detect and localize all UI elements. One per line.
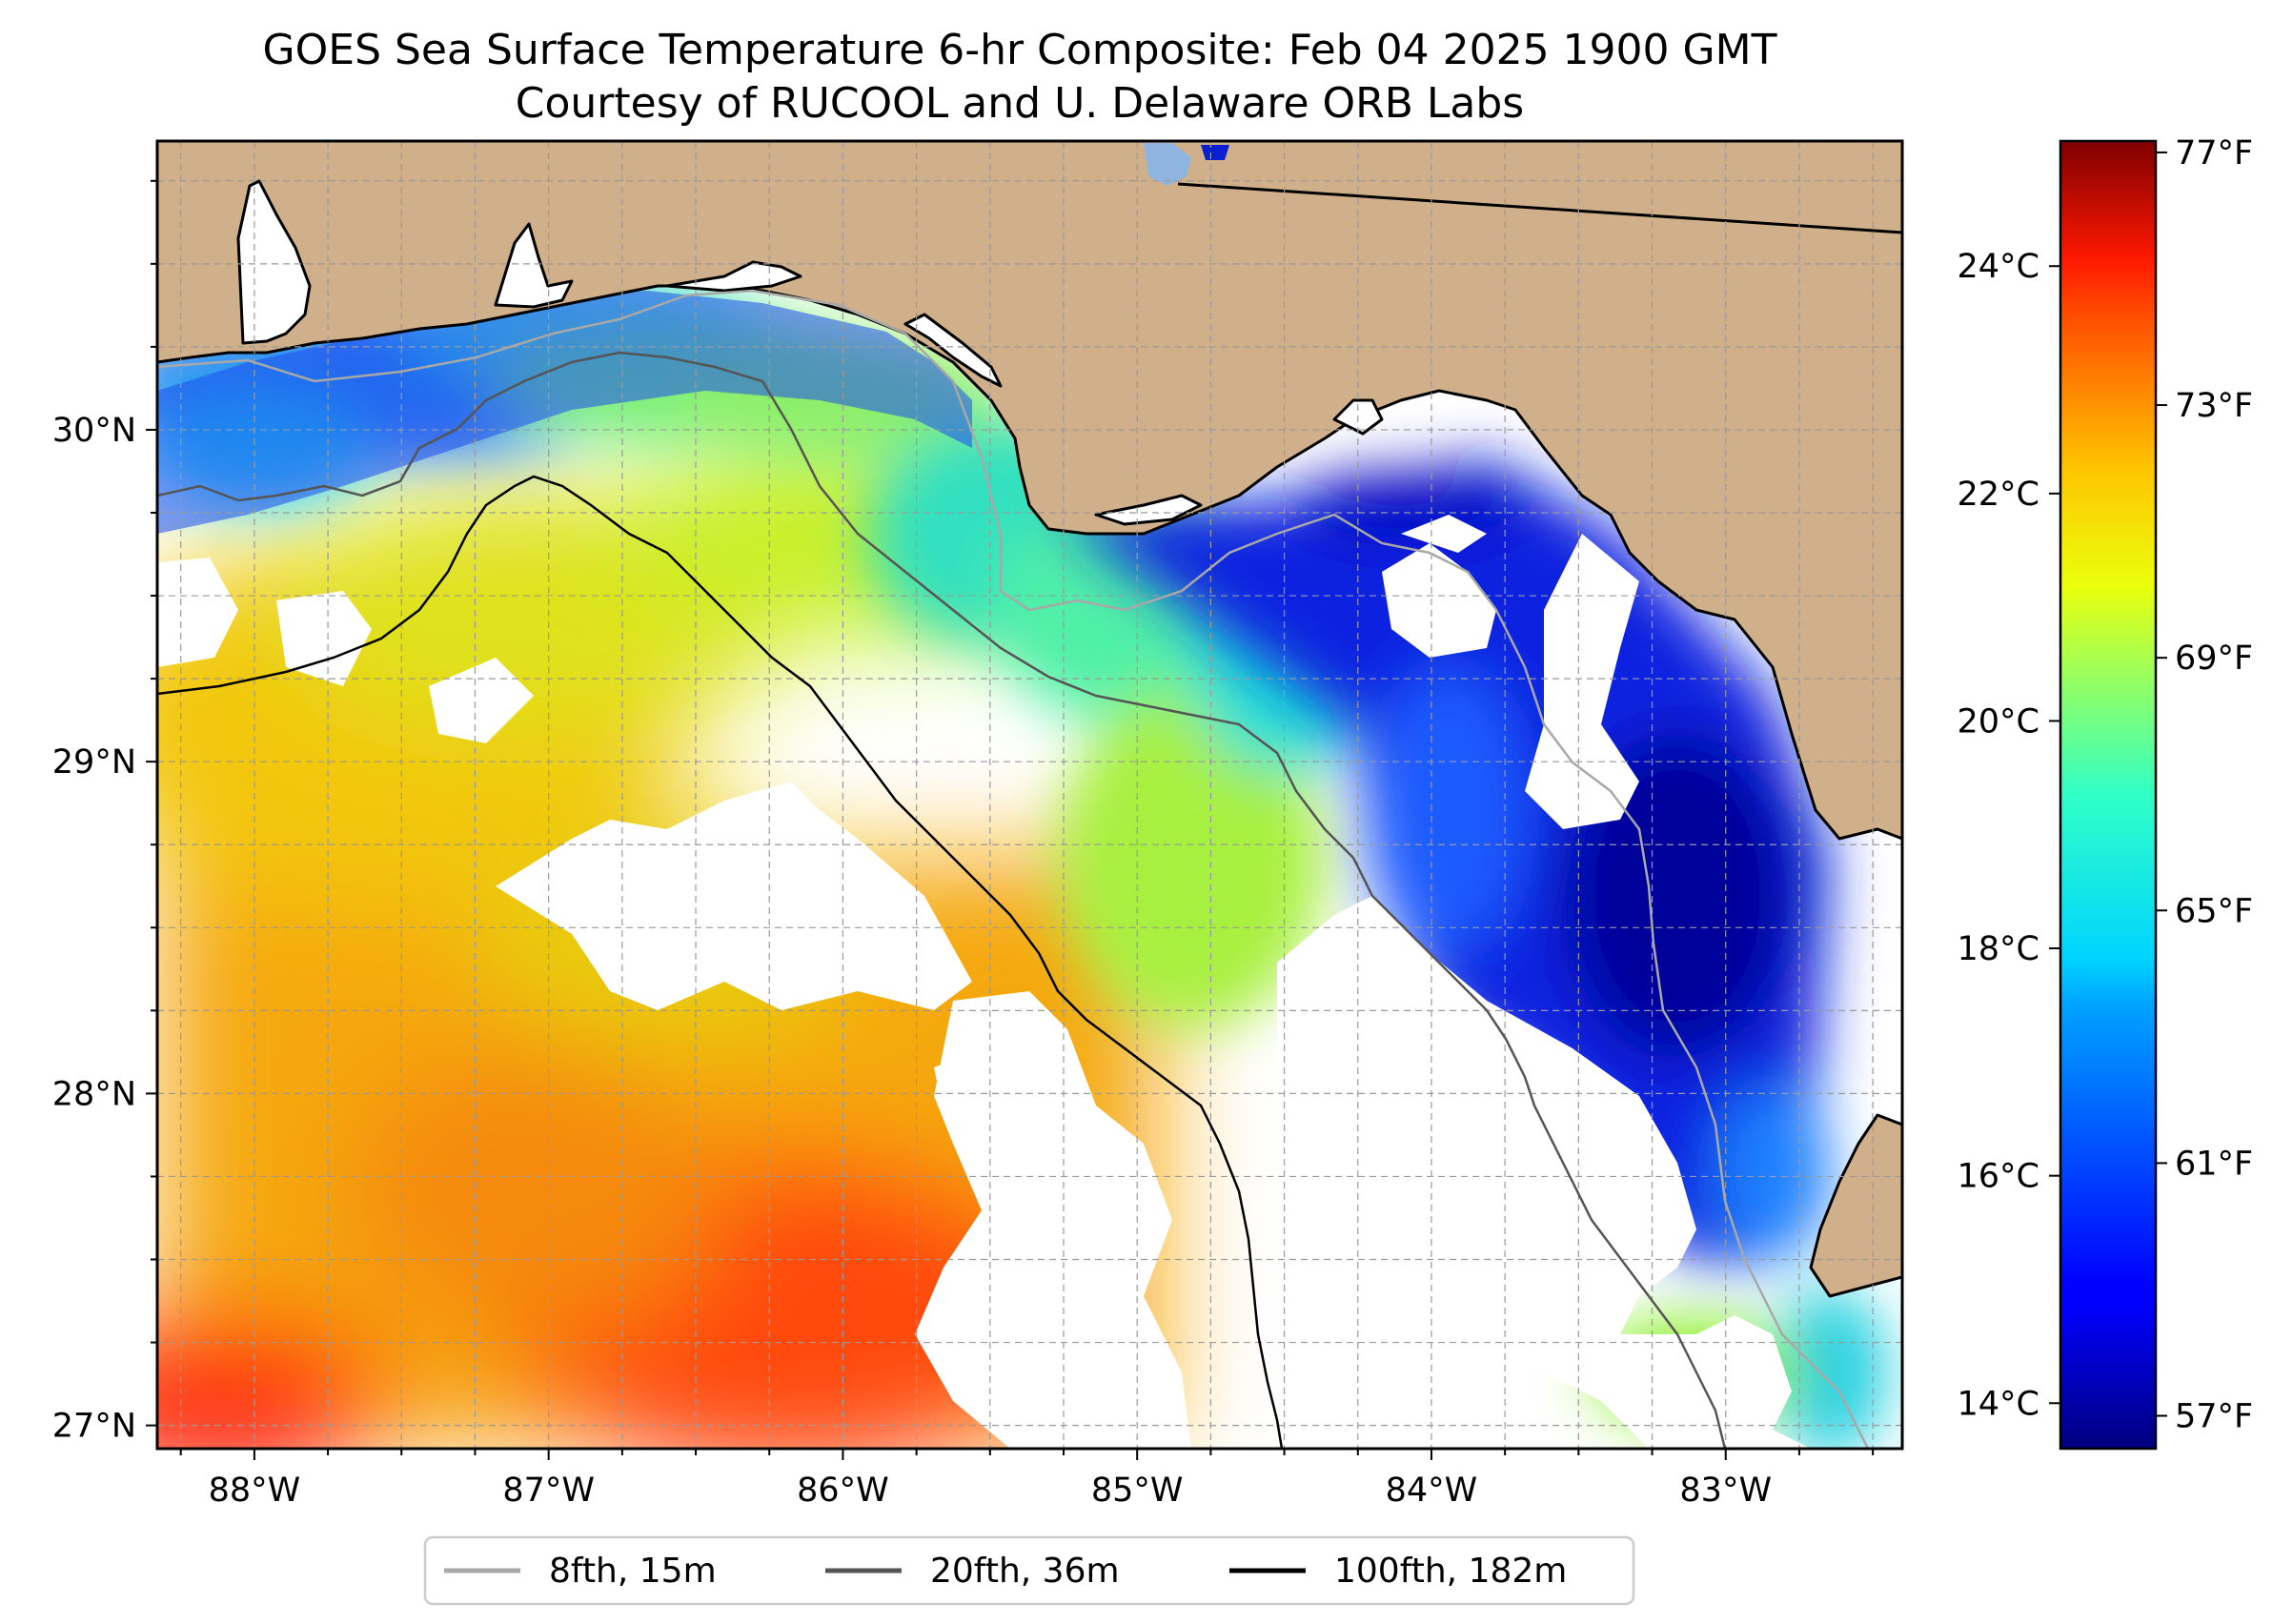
legend-box bbox=[423, 1535, 1635, 1606]
fahrenheit-tick-label: 73°F bbox=[2175, 387, 2253, 425]
coastal-bays bbox=[236, 179, 1384, 526]
celsius-tick-label: 24°C bbox=[1958, 248, 2039, 286]
colorbar-gradient bbox=[2059, 139, 2158, 1451]
fahrenheit-tick-label: 69°F bbox=[2175, 639, 2253, 678]
isobath-8fth bbox=[157, 289, 1870, 1449]
lon-tick-label: 87°W bbox=[502, 1472, 595, 1510]
fahrenheit-tick-label: 77°F bbox=[2175, 134, 2253, 173]
inland-lake-sst bbox=[1201, 145, 1229, 160]
celsius-tick-label: 20°C bbox=[1958, 702, 2039, 741]
fahrenheit-tick-label: 57°F bbox=[2175, 1398, 2253, 1436]
cloud-gaps bbox=[157, 515, 1811, 1449]
land bbox=[157, 141, 1902, 1298]
lat-tick-label: 30°N bbox=[52, 412, 136, 450]
lat-tick-label: 28°N bbox=[52, 1075, 136, 1113]
inland-lake bbox=[1144, 143, 1191, 186]
map-ticks: 88°W 87°W 86°W 85°W 84°W 83°W 27°N 28°N 29°N 30°N bbox=[52, 179, 1875, 1510]
map-title: GOES Sea Surface Temperature 6-hr Compos… bbox=[263, 26, 1777, 74]
lon-tick-label: 88°W bbox=[209, 1472, 301, 1510]
lon-tick-label: 86°W bbox=[797, 1472, 889, 1510]
celsius-tick-label: 16°C bbox=[1958, 1158, 2039, 1196]
map-subtitle: Courtesy of RUCOOL and U. Delaware ORB L… bbox=[516, 79, 1524, 128]
celsius-tick-label: 18°C bbox=[1958, 930, 2039, 968]
isobaths bbox=[157, 289, 1870, 1449]
fahrenheit-tick-label: 65°F bbox=[2175, 892, 2253, 930]
celsius-tick-label: 22°C bbox=[1958, 476, 2039, 514]
colorbar: 14°C 16°C 18°C 20°C 22°C 24°C 57°F 61°F 65°F 69°F… bbox=[1958, 134, 2254, 1451]
lon-tick-label: 84°W bbox=[1386, 1472, 1478, 1510]
lon-tick-label: 85°W bbox=[1091, 1472, 1184, 1510]
isobath-legend: 8fth, 15m 20fth, 36m 100fth, 182m bbox=[423, 1535, 1635, 1606]
colorbar-ticks: 14°C 16°C 18°C 20°C 22°C 24°C 57°F 61°F 65°F 69°F… bbox=[1958, 134, 2254, 1436]
state-boundary-line bbox=[1177, 182, 1902, 234]
lat-tick-label: 27°N bbox=[52, 1408, 136, 1446]
legend-label-8fth: 8fth, 15m bbox=[549, 1552, 717, 1591]
graticule bbox=[157, 141, 1902, 1449]
legend-label-20fth: 20fth, 36m bbox=[930, 1552, 1120, 1591]
celsius-tick-label: 14°C bbox=[1958, 1385, 2039, 1423]
map-frame bbox=[155, 139, 1904, 1451]
isobath-100fth bbox=[157, 475, 1284, 1449]
lat-tick-label: 29°N bbox=[52, 743, 136, 782]
lon-tick-label: 83°W bbox=[1679, 1472, 1772, 1510]
legend-label-100fth: 100fth, 182m bbox=[1334, 1552, 1567, 1591]
isobath-20fth bbox=[157, 351, 1727, 1449]
fahrenheit-tick-label: 61°F bbox=[2175, 1145, 2253, 1183]
map-area bbox=[157, 141, 1902, 1449]
